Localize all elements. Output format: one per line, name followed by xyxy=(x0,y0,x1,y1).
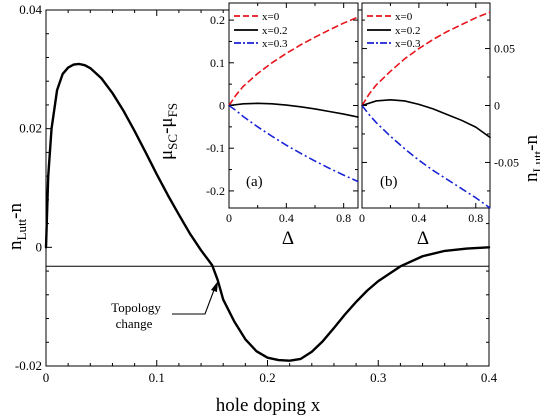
main-series-0-line xyxy=(44,62,491,362)
main-x-axis-label: hole doping x xyxy=(216,395,321,416)
inset-a-x-tick-label: 0 xyxy=(226,211,232,225)
main-y-tick-label: 0.02 xyxy=(19,121,42,136)
inset-a-series-2-line xyxy=(228,104,359,183)
inset-a-panel-label: (a) xyxy=(246,174,263,190)
inset-b-series-0-line xyxy=(361,11,491,106)
main-y-tick-label: 0 xyxy=(36,239,43,254)
inset-b-y-tick-label: 0 xyxy=(494,99,500,113)
inset-b-legend-label-x0: x=0 xyxy=(395,11,413,23)
annotation-arrowhead xyxy=(211,281,218,292)
inset-a-legend-label-x0: x=0 xyxy=(262,11,280,23)
inset-a-y-tick-label: 0.2 xyxy=(210,13,225,27)
inset-b-x-tick-label: 0.8 xyxy=(468,211,483,225)
main-y-axis-label: nLutt-n xyxy=(5,203,29,250)
main-x-tick-label: 0 xyxy=(43,370,50,385)
inset-a-legend-label-x03: x=0.3 xyxy=(262,38,288,50)
inset-a-y-tick-label: -0.1 xyxy=(206,141,225,155)
inset-b-y-tick-label: 0.05 xyxy=(494,42,515,56)
annotation-topology-line1: Topology xyxy=(111,300,161,315)
inset-b-x-tick-label: 0 xyxy=(359,211,365,225)
inset-b-legend-label-x02: x=0.2 xyxy=(395,25,420,37)
annotation-arrow xyxy=(172,289,215,315)
inset-a-y-tick-label: 0.1 xyxy=(210,56,225,70)
main-x-tick-label: 0.4 xyxy=(481,370,498,385)
main-x-tick-label: 0.1 xyxy=(149,370,165,385)
inset-b-legend: x=0 x=0.2 x=0.3 xyxy=(367,11,421,50)
inset-a-y-axis-label: μSC-μFS xyxy=(156,103,180,160)
inset-b-x-tick-label: 0.4 xyxy=(411,211,426,225)
inset-b-x-axis-label: Δ xyxy=(417,228,429,249)
inset-a-x-tick-label: 0.4 xyxy=(279,211,294,225)
annotation-topology-line2: change xyxy=(116,316,153,331)
inset-a-plot: 0 0.4 0.8 -0.2 -0.1 0 0.1 0.2 x=0 x=0.2 x=0.3 (… xyxy=(156,2,359,249)
inset-a-series-0-line xyxy=(228,16,359,106)
inset-a-legend: x=0 x=0.2 x=0.3 xyxy=(234,11,288,50)
main-y-tick-label: -0.02 xyxy=(15,358,42,373)
inset-b-y-tick-label: -0.05 xyxy=(494,155,519,169)
inset-b-panel-label: (b) xyxy=(380,174,398,190)
inset-a-x-axis-label: Δ xyxy=(282,228,294,249)
inset-a-y-tick-label: 0 xyxy=(219,99,225,113)
inset-b-series-2-line xyxy=(361,105,491,209)
inset-a-x-tick-label: 0.8 xyxy=(336,211,351,225)
inset-b-series-1-line xyxy=(361,99,491,139)
inset-b-background xyxy=(362,3,490,208)
inset-b-legend-label-x03: x=0.3 xyxy=(395,38,421,50)
inset-a-series-1-line xyxy=(228,102,359,118)
inset-a-legend-label-x02: x=0.2 xyxy=(262,25,287,37)
inset-b-y-axis-label: nLutt-n xyxy=(521,135,540,182)
main-x-tick-label: 0.3 xyxy=(370,370,386,385)
main-y-tick-label: 0.04 xyxy=(19,2,42,17)
inset-a-y-tick-label: -0.2 xyxy=(206,184,225,198)
main-x-tick-label: 0.2 xyxy=(259,370,275,385)
